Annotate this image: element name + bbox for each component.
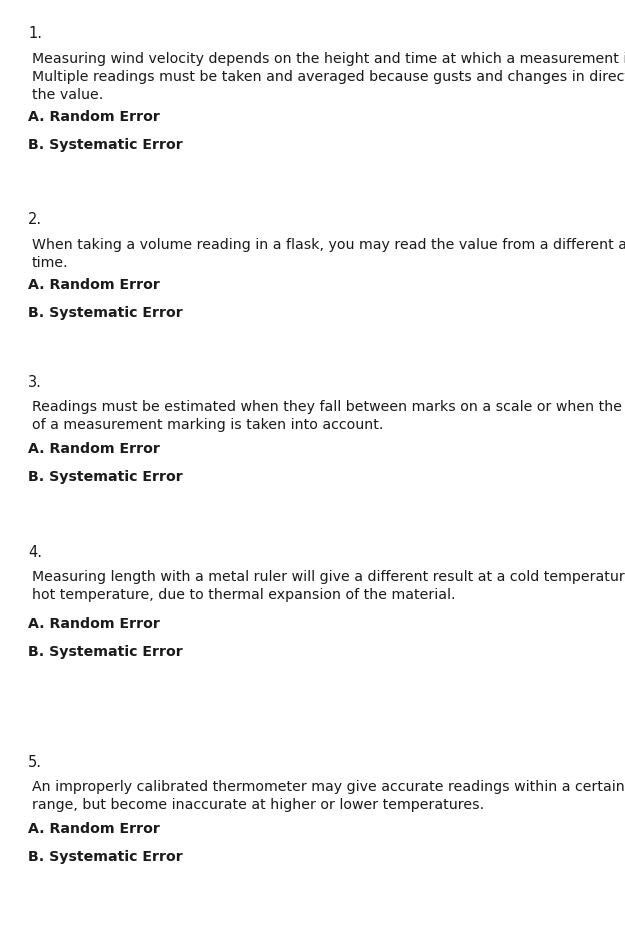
Text: 2.: 2. [28, 212, 42, 227]
Text: 5.: 5. [28, 755, 42, 770]
Text: 3.: 3. [28, 375, 42, 390]
Text: B. Systematic Error: B. Systematic Error [28, 470, 182, 484]
Text: B. Systematic Error: B. Systematic Error [28, 138, 182, 152]
Text: B. Systematic Error: B. Systematic Error [28, 645, 182, 659]
Text: A. Random Error: A. Random Error [28, 442, 160, 456]
Text: Readings must be estimated when they fall between marks on a scale or when the t: Readings must be estimated when they fal… [32, 400, 625, 432]
Text: A. Random Error: A. Random Error [28, 110, 160, 124]
Text: A. Random Error: A. Random Error [28, 617, 160, 631]
Text: B. Systematic Error: B. Systematic Error [28, 850, 182, 864]
Text: B. Systematic Error: B. Systematic Error [28, 306, 182, 320]
Text: When taking a volume reading in a flask, you may read the value from a different: When taking a volume reading in a flask,… [32, 238, 625, 270]
Text: Measuring length with a metal ruler will give a different result at a cold tempe: Measuring length with a metal ruler will… [32, 570, 625, 602]
Text: A. Random Error: A. Random Error [28, 278, 160, 292]
Text: 1.: 1. [28, 26, 42, 41]
Text: Measuring wind velocity depends on the height and time at which a measurement is: Measuring wind velocity depends on the h… [32, 52, 625, 102]
Text: An improperly calibrated thermometer may give accurate readings within a certain: An improperly calibrated thermometer may… [32, 780, 625, 812]
Text: 4.: 4. [28, 545, 42, 560]
Text: A. Random Error: A. Random Error [28, 822, 160, 836]
